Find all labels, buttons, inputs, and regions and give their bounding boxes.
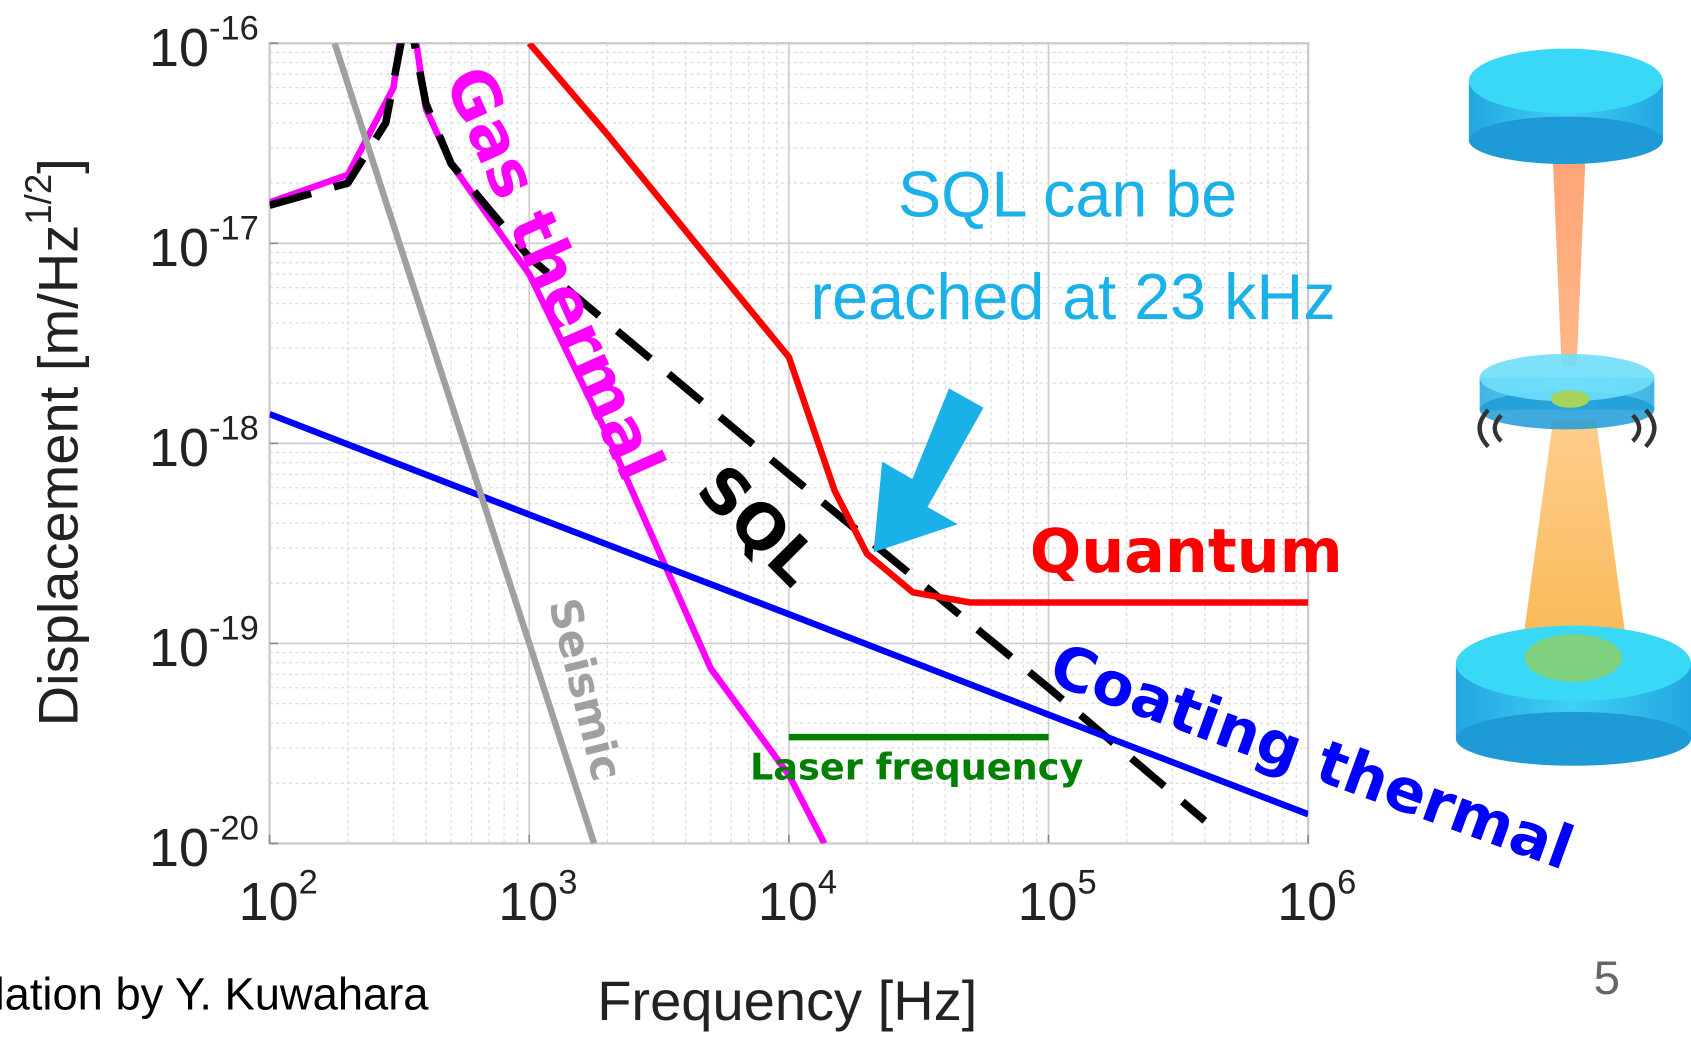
x-tick-label: 103 xyxy=(498,864,577,933)
y-axis-label-part: ] xyxy=(26,158,89,174)
x-tick-label: 106 xyxy=(1277,864,1356,933)
grid xyxy=(268,42,1309,845)
x-tick-label: 105 xyxy=(1018,864,1097,933)
x-tick-label-exponent: 6 xyxy=(1337,864,1356,902)
page-number: 5 xyxy=(1594,952,1620,1005)
x-tick-label-exponent: 2 xyxy=(299,864,318,902)
annotation: SQL can be xyxy=(898,158,1237,231)
y-tick-label: 10-16 xyxy=(149,9,259,78)
x-tick-label-base: 10 xyxy=(239,872,299,932)
y-tick-label: 10-18 xyxy=(149,410,259,479)
series-line xyxy=(269,411,1309,818)
y-tick-label: 10-19 xyxy=(149,610,259,679)
series-line xyxy=(526,43,1309,606)
x-tick-label-base: 10 xyxy=(1018,872,1078,932)
lines xyxy=(269,43,1309,844)
y-tick-label-base: 10 xyxy=(149,418,209,478)
x-tick-label: 104 xyxy=(758,864,837,933)
series-line xyxy=(331,43,598,844)
y-axis-label-part: 1/2 xyxy=(18,174,59,225)
y-tick-label-base: 10 xyxy=(149,18,209,78)
y-tick-label-base: 10 xyxy=(149,618,209,678)
y-tick-label-exponent: -16 xyxy=(209,9,259,47)
y-axis-label-part: Displacement [m/Hz xyxy=(26,225,89,727)
y-tick-label-base: 10 xyxy=(149,218,209,278)
y-tick-label-exponent: -18 xyxy=(209,410,259,448)
x-tick-label-base: 10 xyxy=(498,872,558,932)
y-tick-label: 10-20 xyxy=(149,810,259,879)
y-tick-label-exponent: -17 xyxy=(209,209,259,247)
series-label: Quantum xyxy=(1030,517,1343,587)
x-tick-label: 102 xyxy=(239,864,318,933)
series-label: Laser frequency xyxy=(750,746,1084,789)
y-tick-label-base: 10 xyxy=(149,818,209,878)
x-tick-label-exponent: 3 xyxy=(558,864,577,902)
credit: lation by Y. Kuwahara xyxy=(0,969,429,1020)
y-axis-label: Displacement [m/Hz1/2] xyxy=(18,158,90,726)
x-tick-label-exponent: 4 xyxy=(818,864,837,902)
x-tick-label-base: 10 xyxy=(1277,872,1337,932)
x-axis-label: Frequency [Hz] xyxy=(597,969,977,1032)
cavity-illustration xyxy=(1455,48,1691,766)
y-tick-label-exponent: -20 xyxy=(209,810,259,848)
y-tick-label-exponent: -19 xyxy=(209,610,259,648)
arrow xyxy=(873,388,984,553)
x-tick-label-base: 10 xyxy=(758,872,818,932)
annotation: reached at 23 kHz xyxy=(811,260,1336,333)
x-tick-label-exponent: 5 xyxy=(1078,864,1097,902)
y-tick-label: 10-17 xyxy=(149,209,259,278)
